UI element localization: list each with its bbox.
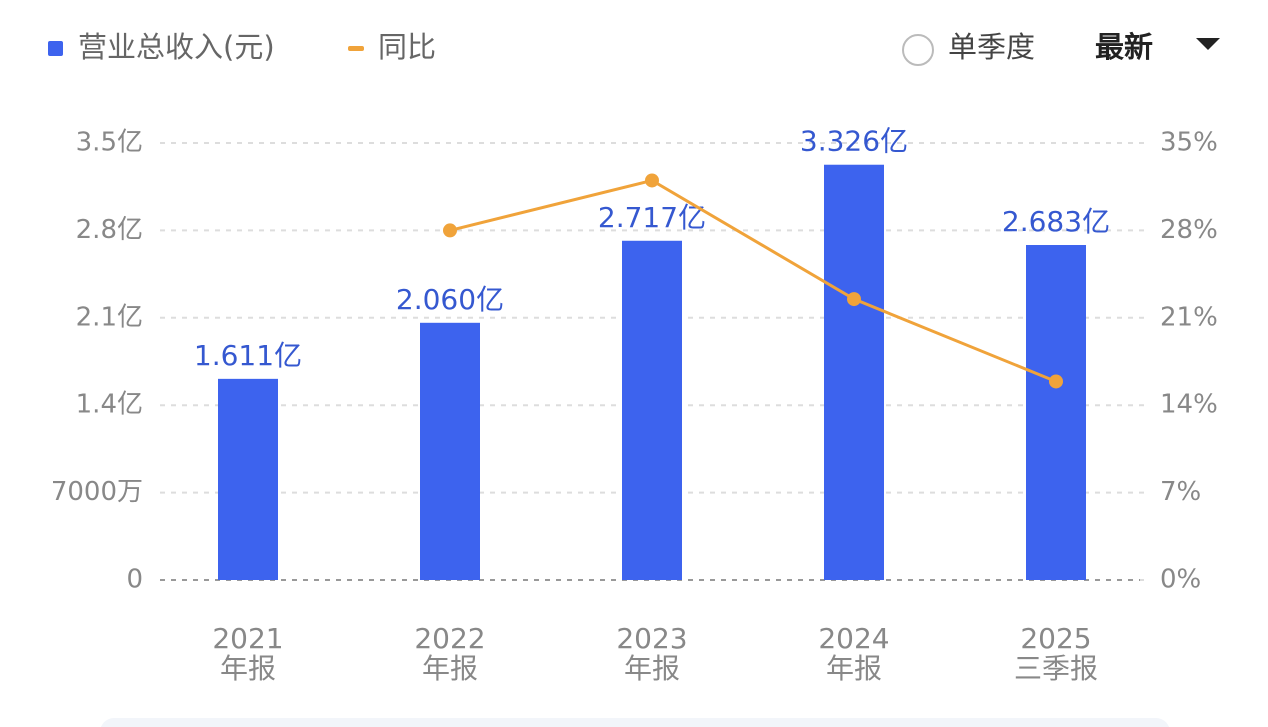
line-point xyxy=(443,223,457,238)
y2-tick-label: 7% xyxy=(1160,477,1201,507)
radio[interactable] xyxy=(902,34,934,66)
data-label: 2.060亿 xyxy=(396,283,504,316)
line xyxy=(449,178,1057,383)
bar xyxy=(420,322,480,580)
x-tick-label: 2022 年报 xyxy=(414,622,486,685)
x-tick-label: 2025 三季报 xyxy=(1013,622,1098,685)
bottom-panel xyxy=(100,718,1170,727)
data-label: 2.683亿 xyxy=(1002,205,1110,238)
y-tick-label: 2.8亿 xyxy=(76,215,143,245)
dropdown-arrow[interactable] xyxy=(1196,38,1220,50)
y-tick-label: 7000万 xyxy=(51,477,143,507)
line-point xyxy=(1049,374,1063,389)
data-label: 3.326亿 xyxy=(800,125,908,158)
toggle-label[interactable]: 单季度 xyxy=(948,30,1035,64)
y-tick-label: 2.1亿 xyxy=(76,302,143,332)
x-tick-label: 2021 年报 xyxy=(212,622,284,685)
x-tick-label: 2024 年报 xyxy=(818,622,890,685)
legend-swatch xyxy=(348,46,364,51)
y2-tick-label: 14% xyxy=(1160,390,1218,420)
line-point xyxy=(645,173,659,188)
y2-tick-label: 28% xyxy=(1160,215,1218,245)
y-tick-label: 0 xyxy=(126,565,143,595)
bar xyxy=(824,164,884,580)
x-tick-label: 2023 年报 xyxy=(616,622,688,685)
single-quarter-toggle[interactable]: 单季度 xyxy=(902,30,1035,66)
y-tick-label: 1.4亿 xyxy=(76,390,143,420)
y2-tick-label: 21% xyxy=(1160,302,1218,332)
data-label: 2.717亿 xyxy=(598,201,706,234)
y-tick-label: 3.5亿 xyxy=(76,128,143,158)
bar xyxy=(622,240,682,581)
legend-swatch xyxy=(48,41,63,56)
legend-label: 同比 xyxy=(378,30,436,64)
period-dropdown[interactable]: 最新 xyxy=(1095,30,1220,64)
dropdown-label[interactable]: 最新 xyxy=(1095,30,1153,64)
y2-tick-label: 35% xyxy=(1160,128,1218,158)
y2-tick-label: 0% xyxy=(1160,565,1201,595)
bar xyxy=(218,378,278,580)
line-point xyxy=(847,292,861,307)
legend-label: 营业总收入(元) xyxy=(78,30,275,64)
data-label: 1.611亿 xyxy=(194,339,302,372)
bar xyxy=(1026,245,1086,580)
